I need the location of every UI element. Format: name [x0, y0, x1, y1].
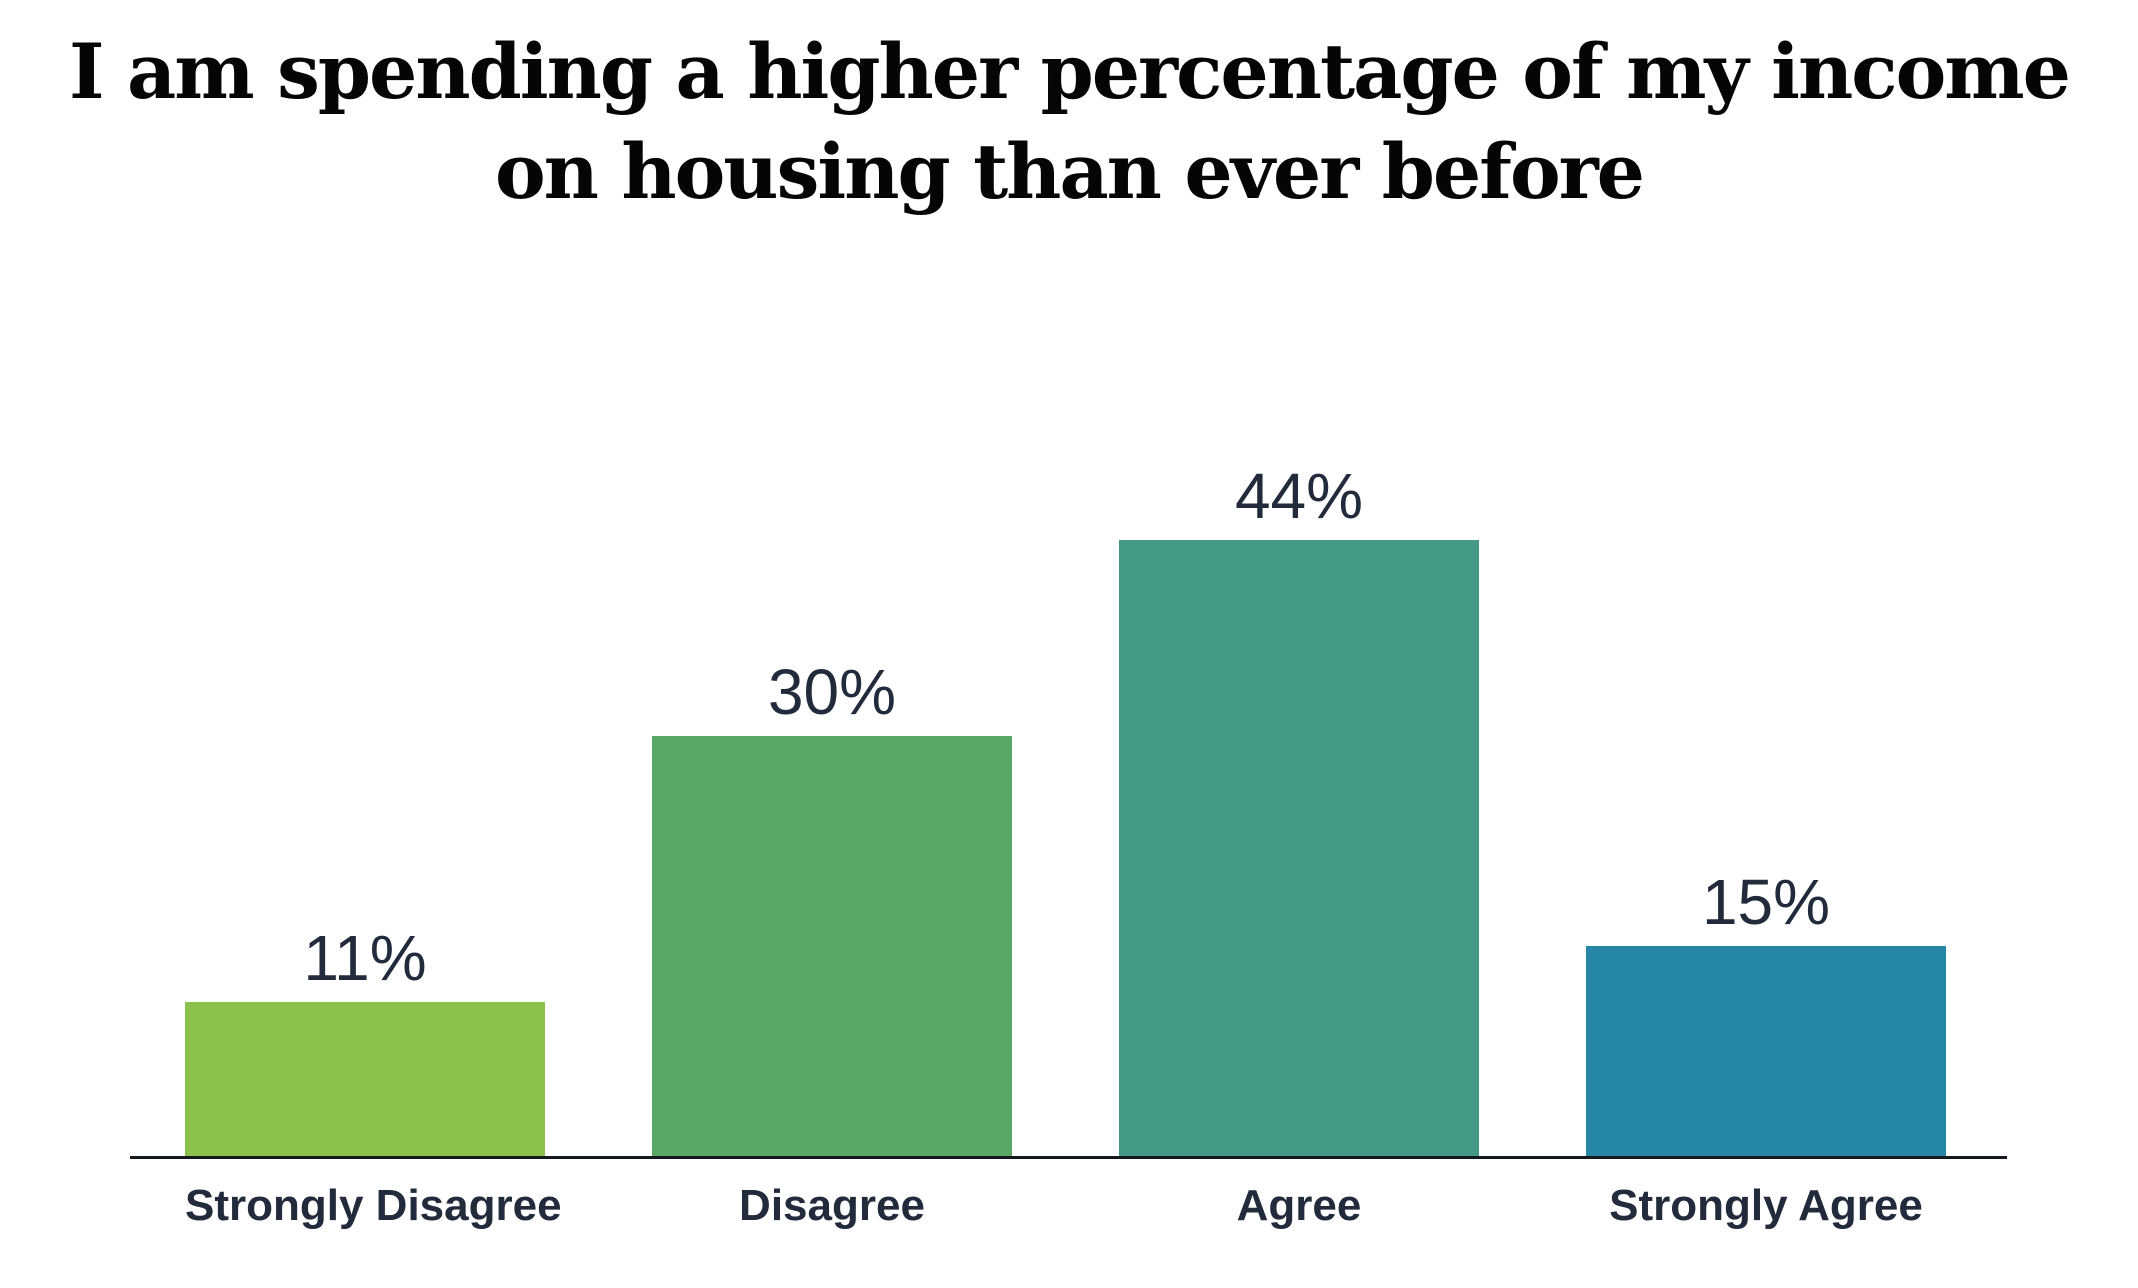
category-label-agree: Agree — [1236, 1181, 1362, 1230]
bar-value-label-disagree: 30% — [767, 656, 897, 728]
plot-area: 11% 30% 44% 15% — [130, 460, 2007, 1159]
bar-column-strongly-agree: 15% — [1586, 866, 1946, 1156]
category-label-disagree: Disagree — [739, 1181, 925, 1230]
bar-column-disagree: 30% — [652, 656, 1012, 1156]
bar-strongly-agree — [1586, 946, 1946, 1156]
chart-title: I am spending a higher percentage of my … — [0, 22, 2138, 222]
bar-value-label-strongly-disagree: 11% — [303, 922, 427, 994]
bar-value-label-agree: 44% — [1234, 460, 1364, 532]
bar-column-agree: 44% — [1119, 460, 1479, 1156]
bar-disagree — [652, 736, 1012, 1156]
chart-title-line2: on housing than ever before — [494, 127, 1645, 216]
category-label-strongly-disagree: Strongly Disagree — [185, 1181, 562, 1230]
category-label-strongly-agree: Strongly Agree — [1609, 1181, 1923, 1230]
x-axis-labels: Strongly Disagree Disagree Agree Strongl… — [130, 1180, 2007, 1232]
chart-title-line1: I am spending a higher percentage of my … — [68, 27, 2071, 116]
bar-strongly-disagree — [185, 1002, 545, 1156]
bar-column-strongly-disagree: 11% — [185, 922, 545, 1156]
bar-value-label-strongly-agree: 15% — [1701, 866, 1831, 938]
bar-agree — [1119, 540, 1479, 1156]
